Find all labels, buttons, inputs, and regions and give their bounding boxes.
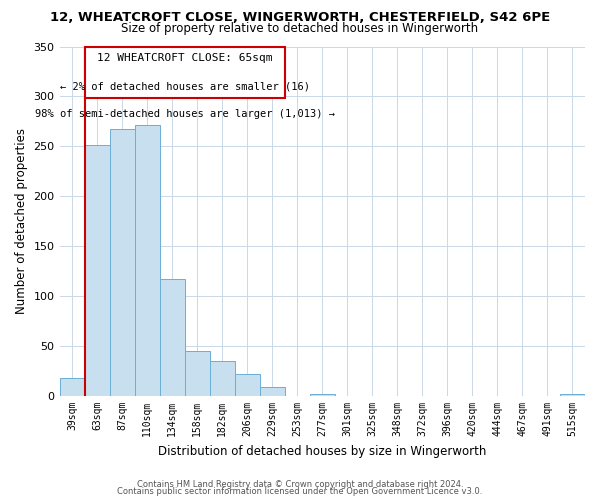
Text: ← 2% of detached houses are smaller (16): ← 2% of detached houses are smaller (16) [59, 82, 310, 92]
Text: 12 WHEATCROFT CLOSE: 65sqm: 12 WHEATCROFT CLOSE: 65sqm [97, 54, 272, 64]
Bar [209, 361, 235, 396]
Text: 98% of semi-detached houses are larger (1,013) →: 98% of semi-detached houses are larger (… [35, 110, 335, 120]
Text: Contains HM Land Registry data © Crown copyright and database right 2024.: Contains HM Land Registry data © Crown c… [137, 480, 463, 489]
Bar [310, 394, 335, 396]
Bar [235, 374, 260, 396]
Bar [59, 378, 85, 396]
Bar [160, 279, 185, 396]
Bar [560, 394, 585, 396]
Bar [185, 351, 209, 396]
Text: Size of property relative to detached houses in Wingerworth: Size of property relative to detached ho… [121, 22, 479, 35]
Text: 12, WHEATCROFT CLOSE, WINGERWORTH, CHESTERFIELD, S42 6PE: 12, WHEATCROFT CLOSE, WINGERWORTH, CHEST… [50, 11, 550, 24]
Bar [85, 146, 110, 396]
X-axis label: Distribution of detached houses by size in Wingerworth: Distribution of detached houses by size … [158, 444, 487, 458]
Bar [260, 387, 285, 396]
Text: Contains public sector information licensed under the Open Government Licence v3: Contains public sector information licen… [118, 487, 482, 496]
Bar [110, 130, 134, 396]
FancyBboxPatch shape [85, 46, 285, 98]
Bar [134, 126, 160, 396]
Y-axis label: Number of detached properties: Number of detached properties [15, 128, 28, 314]
